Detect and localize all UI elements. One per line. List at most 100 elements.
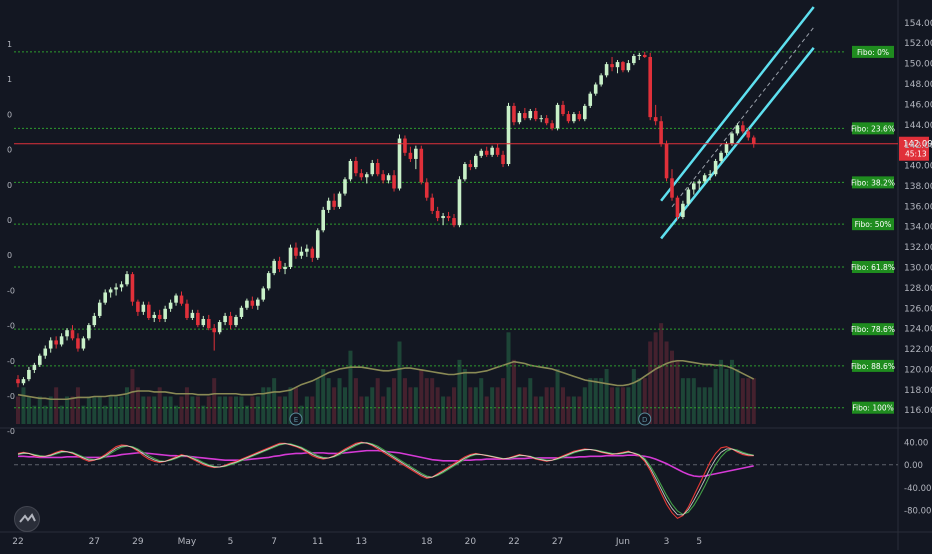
fibo-level-label: Fibo: 88.6% [851,359,895,372]
osc-tick-label: -80.00 [904,506,931,516]
candle [375,158,380,177]
candle [670,169,674,201]
volume-bar [293,387,298,424]
volume-bar [321,369,326,424]
candle [212,324,216,351]
candle-body [441,216,445,219]
candle [566,111,571,124]
volume-bar [277,396,282,424]
candle-body [27,369,31,380]
candle [588,91,593,108]
volume-bar [48,396,53,424]
candle-body [365,174,369,178]
volume-bar [119,396,124,424]
candle [495,143,500,157]
event-marker: D [638,412,652,426]
left-axis-label: 0 [7,181,12,190]
candlestick-series [16,51,756,388]
candle [114,283,118,296]
candle [539,115,543,123]
candle-body [65,330,69,337]
time-tick-label: 3 [664,537,670,547]
price-tick-label: 144.00 [904,121,932,131]
candle-body [343,179,347,194]
candle [288,244,293,270]
volume-bar [501,378,506,424]
volume-bar [157,387,162,424]
volume-bar [337,378,342,424]
channel-lower-line[interactable] [660,47,815,240]
candle-body [681,203,685,218]
candle [168,299,173,312]
candle [599,73,603,87]
channel-upper-line[interactable] [660,6,815,202]
candle-body [381,174,385,181]
tradingview-logo-icon[interactable] [14,506,40,532]
candle-body [572,114,576,122]
volume-bar [511,359,516,424]
candle [604,62,609,78]
candle [130,272,135,306]
channel-mid-line[interactable] [671,27,815,208]
volume-bar [582,387,587,424]
candle [136,299,140,316]
candle [59,333,64,347]
candle [81,336,86,351]
candle [163,305,167,323]
candle-body [266,273,271,289]
candle [305,244,309,257]
volume-bar [675,359,680,424]
left-axis-label: 1 [7,75,12,84]
candle [474,153,478,170]
fibo-label-text: Fibo: 0% [857,48,889,57]
candle [332,193,336,210]
candle [277,256,282,273]
candle-body [719,152,723,161]
candle-body [130,274,135,302]
candle [32,362,37,374]
candle [419,145,424,185]
candle-body [299,251,304,256]
volume-bar [490,387,495,424]
candle-body [686,189,691,204]
candle [675,195,680,221]
trend-channel[interactable] [660,6,815,240]
candle [572,112,576,124]
candle-body [479,150,484,156]
candle-body [599,75,603,85]
candle [370,159,375,177]
candle [16,375,20,388]
volume-bar [386,387,391,424]
last-price-label: 142.09 [903,140,932,150]
candle-body [692,183,696,190]
candle-body [583,105,587,120]
candle [272,258,276,276]
volume-bar [152,396,157,424]
volume-bar [637,378,642,424]
left-axis-label: -0 [7,357,15,366]
volume-bar [114,396,119,424]
volume-bar [659,323,664,424]
candle-body [103,292,107,303]
volume-bar [473,387,478,424]
volume-bar [604,369,609,424]
candle [250,296,255,309]
volume-bar [593,378,598,424]
osc-mid-line [17,442,754,516]
candle-body [457,179,462,226]
candle [484,146,489,157]
volume-bar [550,387,555,424]
fibonacci-retracement[interactable]: Fibo: 0% Fibo: 23.6% Fibo: 38.2% Fibo: 50% F… [14,45,895,414]
candle [702,173,707,184]
volume-bar [239,396,244,424]
time-tick-label: 5 [228,537,234,547]
volume-bar [408,387,413,424]
candle-body [746,131,751,138]
candle-body [370,163,375,175]
candle-body [310,248,315,258]
volume-bar [555,369,560,424]
candle [561,100,565,117]
candle-body [348,160,353,180]
